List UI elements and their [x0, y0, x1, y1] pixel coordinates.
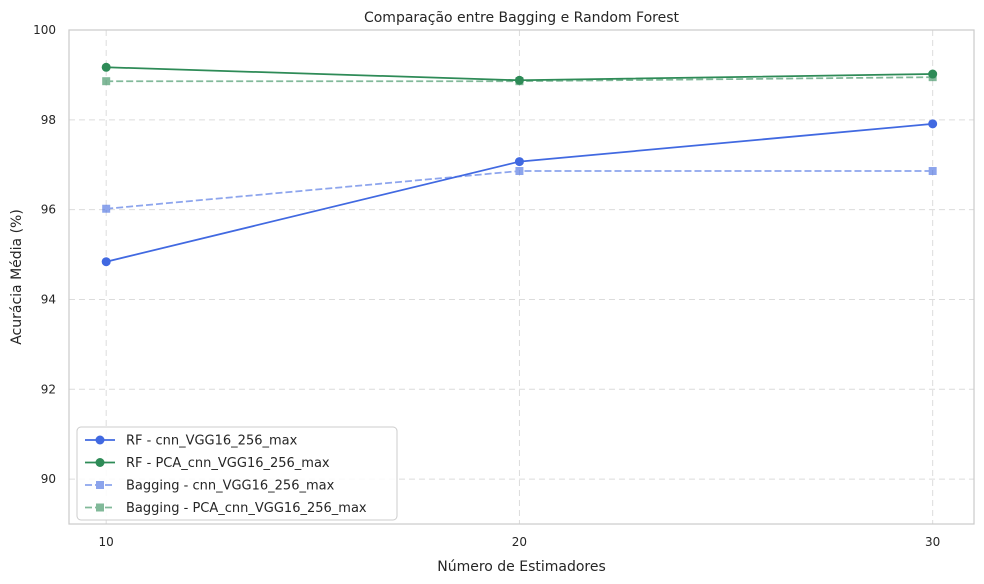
legend-entry: [85, 481, 115, 489]
legend-entry: [85, 435, 115, 445]
plot-frame: [68, 29, 975, 525]
legend-marker: [96, 503, 104, 512]
legend-label: RF - PCA_cnn_VGG16_256_max: [126, 456, 330, 471]
x-tick-label: 30: [925, 535, 940, 549]
legend: RF - cnn_VGG16_256_max RF - PCA_cnn_VGG16…: [76, 426, 398, 521]
legend-marker: [95, 458, 105, 467]
x-tick-label: 10: [99, 535, 114, 549]
y-tick-label: 100: [33, 23, 56, 37]
data-point: [102, 77, 111, 86]
y-tick-label: 92: [41, 382, 56, 396]
legend-entry: [85, 458, 115, 467]
series-4: [102, 73, 937, 86]
legend-marker: [95, 435, 105, 445]
legend-marker: [96, 481, 104, 489]
data-point: [101, 62, 111, 72]
tick-labels: 10 20 30 90 92 94 96 98 100: [33, 23, 940, 549]
data-point: [102, 204, 111, 213]
data-point: [515, 167, 524, 176]
series-3: [102, 167, 937, 213]
y-tick-label: 90: [41, 472, 56, 486]
y-axis-label: Acurácia Média (%): [9, 209, 25, 345]
legend-box: [76, 426, 398, 521]
legend-label: Bagging - cnn_VGG16_256_max: [126, 479, 335, 494]
data-point: [514, 157, 524, 167]
x-axis-label: Número de Estimadores: [437, 559, 606, 575]
series-1: [101, 119, 938, 267]
legend-entry: [85, 503, 115, 512]
legend-label: Bagging - PCA_cnn_VGG16_256_max: [126, 501, 367, 516]
chart-title: Comparação entre Bagging e Random Forest: [364, 10, 680, 26]
y-tick-label: 98: [41, 113, 56, 127]
data-point: [928, 73, 937, 82]
data-point: [101, 257, 111, 267]
legend-label: RF - cnn_VGG16_256_max: [126, 434, 298, 449]
y-tick-label: 94: [41, 292, 56, 306]
data-point: [515, 77, 524, 86]
series-layer: [101, 62, 938, 267]
y-tick-label: 96: [41, 203, 56, 217]
x-tick-label: 20: [512, 535, 527, 549]
data-point: [928, 119, 938, 129]
data-point: [928, 167, 937, 176]
